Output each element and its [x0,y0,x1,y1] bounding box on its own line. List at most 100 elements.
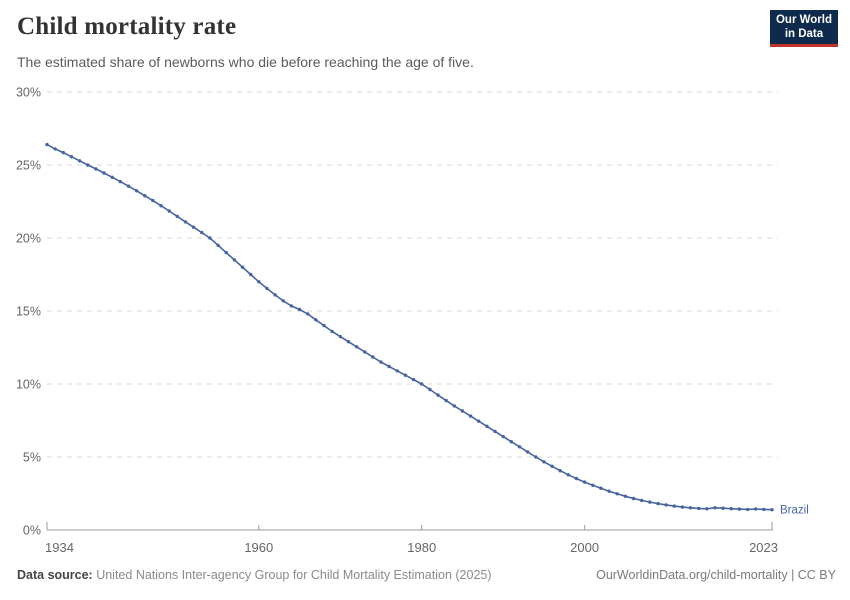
data-point [143,194,147,198]
data-point [477,419,481,423]
data-point [102,171,106,175]
data-point [542,460,546,464]
owid-logo[interactable]: Our World in Data [770,10,838,47]
y-tick-label: 5% [23,451,41,465]
data-point [297,307,302,312]
data-point [623,494,628,498]
data-point [281,299,285,303]
data-point [69,155,74,159]
data-point [289,304,294,308]
data-point [322,323,326,328]
data-point [656,501,660,506]
y-tick-label: 20% [16,232,41,246]
data-point [729,507,733,511]
data-point [265,286,269,291]
data-point [631,496,636,501]
data-point [534,455,538,459]
data-point [249,272,253,277]
data-point [175,214,179,219]
data-point [574,476,579,481]
data-point [216,243,220,247]
data-point [314,318,318,322]
x-tick-label: 2023 [749,540,778,555]
series-label-brazil[interactable]: Brazil [780,505,809,517]
y-tick-label: 0% [23,524,41,538]
data-point [354,345,359,349]
data-source-text: United Nations Inter-agency Group for Ch… [92,568,492,582]
chart-subtitle: The estimated share of newborns who die … [17,54,474,70]
data-point [330,329,334,334]
data-point [411,377,416,382]
data-point [672,504,676,508]
data-point [395,369,399,373]
data-point [558,469,562,473]
data-point [86,163,90,167]
owid-logo-text: Our World in Data [775,13,832,40]
credit-link[interactable]: OurWorldinData.org/child-mortality | CC … [596,568,836,582]
data-point [591,483,595,487]
data-point [648,500,652,504]
y-tick-label: 25% [16,159,41,173]
data-point [680,505,685,509]
data-point [607,489,611,493]
data-point [338,334,342,339]
data-point [126,184,131,188]
data-point [306,312,310,316]
data-point [257,280,261,284]
data-point [45,142,49,147]
data-source-label: Data source: [17,568,93,582]
data-point [615,492,619,496]
data-point [688,506,693,510]
data-point [134,189,139,193]
data-point [53,147,57,151]
data-point [745,507,750,512]
data-point [208,236,212,240]
data-point [468,414,473,418]
data-point [403,373,408,377]
x-tick-label: 1960 [244,540,273,555]
data-point [493,429,497,434]
data-point [713,506,717,510]
data-point [436,393,440,397]
data-point [387,364,391,369]
data-point [379,360,383,364]
data-point [582,480,587,484]
data-line-brazil [46,143,773,511]
data-point [167,209,171,213]
x-tick-label: 2000 [570,540,599,555]
data-point [94,167,98,171]
chart-footer: Data source: United Nations Inter-agency… [17,568,836,582]
data-point [517,445,522,449]
data-point [346,340,351,344]
data-point [770,508,774,512]
data-point [509,440,513,444]
data-point [737,507,742,511]
x-tick-label: 1934 [45,540,74,555]
y-tick-label: 15% [16,305,41,319]
data-point [151,198,155,203]
data-point [501,434,505,439]
data-point [664,503,668,507]
data-point [273,293,277,297]
data-point [61,150,65,155]
data-point [485,424,489,428]
data-point [371,355,375,359]
data-point [444,398,448,403]
data-point [363,350,367,354]
data-point [452,404,456,408]
y-tick-label: 10% [16,378,41,392]
data-source: Data source: United Nations Inter-agency… [17,568,492,582]
data-point [77,159,82,163]
data-point [697,506,701,511]
y-tick-label: 30% [16,86,41,100]
data-point [420,382,424,386]
data-point [566,473,570,477]
data-point [200,230,204,235]
data-point [525,450,530,454]
data-point [762,507,766,512]
x-tick-label: 1980 [407,540,436,555]
data-point [640,498,644,503]
data-point [183,220,188,224]
data-point [191,225,196,229]
